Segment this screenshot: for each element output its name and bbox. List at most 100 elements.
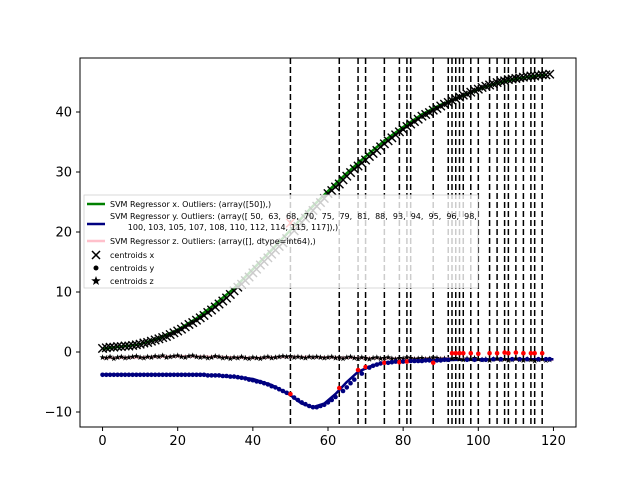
- centroid-z-point: [520, 357, 527, 363]
- centroid-z-point: [242, 354, 249, 361]
- centroid-z-point: [163, 354, 170, 360]
- centroid-z-point: [182, 354, 189, 360]
- centroid-z-point: [531, 357, 538, 364]
- centroid-y-point: [363, 364, 368, 370]
- centroid-z-point: [144, 353, 151, 360]
- centroid-y-point: [280, 388, 286, 394]
- centroid-x-point: [541, 70, 551, 80]
- centroid-z-point: [381, 354, 388, 361]
- centroid-y-point: [130, 372, 135, 378]
- centroid-z-point: [215, 353, 223, 360]
- centroid-z-point: [324, 354, 332, 360]
- centroid-y-point: [205, 373, 211, 378]
- legend-marker-centroids-x: [91, 250, 101, 260]
- x-tick-label: 80: [395, 434, 412, 449]
- centroid-y-point: [427, 358, 432, 363]
- centroid-y-point: [145, 372, 150, 378]
- centroid-y-point: [524, 356, 530, 362]
- centroid-y-point: [419, 358, 425, 364]
- legend-box: [83, 194, 479, 289]
- centroid-z-point: [204, 354, 211, 361]
- centroid-y-point: [115, 372, 120, 378]
- centroid-y-point: [430, 360, 436, 366]
- centroid-y-point: [498, 356, 504, 362]
- centroid-y-point: [547, 356, 552, 362]
- centroid-y-point: [216, 373, 222, 378]
- centroid-z-point: [114, 354, 121, 360]
- centroid-y-point: [194, 372, 199, 378]
- centroid-z-point: [343, 354, 350, 360]
- centroid-z-point: [448, 355, 456, 362]
- legend-label-centroids-z: centroids z: [110, 277, 154, 286]
- x-tick-label: 0: [98, 434, 106, 449]
- centroid-z-point: [174, 352, 181, 359]
- centroid-z-point: [291, 354, 298, 360]
- centroid-y-point: [246, 377, 252, 382]
- centroid-z-point: [103, 354, 110, 361]
- centroid-x-point: [507, 74, 517, 84]
- centroid-y-point: [284, 390, 289, 396]
- centroid-z-point: [276, 353, 283, 360]
- y-tick-label: 20: [55, 226, 72, 241]
- centroid-x-point: [101, 343, 111, 353]
- centroid-y-point: [295, 397, 301, 403]
- centroid-z-point: [185, 353, 193, 359]
- centroid-y-point: [209, 373, 214, 378]
- centroid-y-point: [299, 400, 304, 405]
- centroid-y-point: [404, 359, 410, 364]
- centroid-z-point: [336, 354, 343, 360]
- centroid-z-point: [339, 355, 347, 362]
- x-tick-label: 20: [169, 434, 186, 449]
- centroid-y-point: [201, 372, 207, 378]
- centroid-z-point: [294, 353, 301, 360]
- centroid-z-point: [272, 354, 279, 360]
- centroid-z-point: [152, 353, 159, 359]
- centroid-z-point: [253, 354, 260, 361]
- centroid-z-point: [189, 352, 196, 359]
- centroid-z-point: [396, 354, 403, 361]
- centroid-y-point: [408, 358, 413, 364]
- centroid-z-point: [129, 353, 136, 360]
- centroid-x-point: [496, 76, 506, 87]
- centroid-z-point: [539, 356, 546, 362]
- centroid-y-point: [250, 377, 256, 383]
- centroid-z-point: [460, 356, 467, 363]
- centroid-z-point: [505, 357, 512, 363]
- centroid-x-point: [526, 71, 536, 81]
- y-tick-label: 0: [64, 346, 72, 361]
- centroid-x-point: [545, 69, 555, 79]
- centroid-y-point: [100, 372, 105, 378]
- x-tick-label: 100: [466, 434, 491, 449]
- centroid-y-point: [532, 350, 537, 356]
- centroid-y-point: [152, 372, 158, 378]
- centroid-y-point: [370, 363, 376, 369]
- centroid-z-point: [418, 354, 425, 361]
- centroid-y-point: [160, 372, 165, 378]
- centroid-y-point: [352, 377, 357, 382]
- centroid-y-point: [445, 357, 451, 363]
- centroid-y-point: [190, 372, 196, 378]
- centroid-z-point: [140, 354, 147, 361]
- centroid-z-point: [317, 354, 324, 360]
- centroid-z-point: [110, 355, 117, 362]
- centroid-z-point: [122, 354, 129, 361]
- centroid-y-point: [460, 350, 466, 356]
- centroid-y-point: [438, 358, 444, 363]
- centroid-z-point: [306, 353, 313, 360]
- centroid-z-point: [246, 355, 253, 362]
- centroid-z-point: [193, 353, 200, 360]
- centroid-y-point: [479, 357, 485, 363]
- centroid-y-point: [325, 400, 331, 405]
- centroid-z-point: [309, 354, 317, 360]
- centroid-z-point: [313, 353, 320, 360]
- centroid-y-point: [536, 356, 541, 362]
- centroid-z-point: [197, 354, 204, 360]
- centroid-z-point: [486, 357, 493, 363]
- centroid-x-point: [533, 70, 544, 81]
- centroid-y-point: [348, 380, 353, 386]
- centroid-z-point: [223, 354, 230, 360]
- centroid-z-point: [219, 354, 226, 361]
- centroid-x-point: [131, 340, 142, 350]
- centroid-z-point: [358, 354, 365, 360]
- centroid-z-point: [527, 356, 534, 363]
